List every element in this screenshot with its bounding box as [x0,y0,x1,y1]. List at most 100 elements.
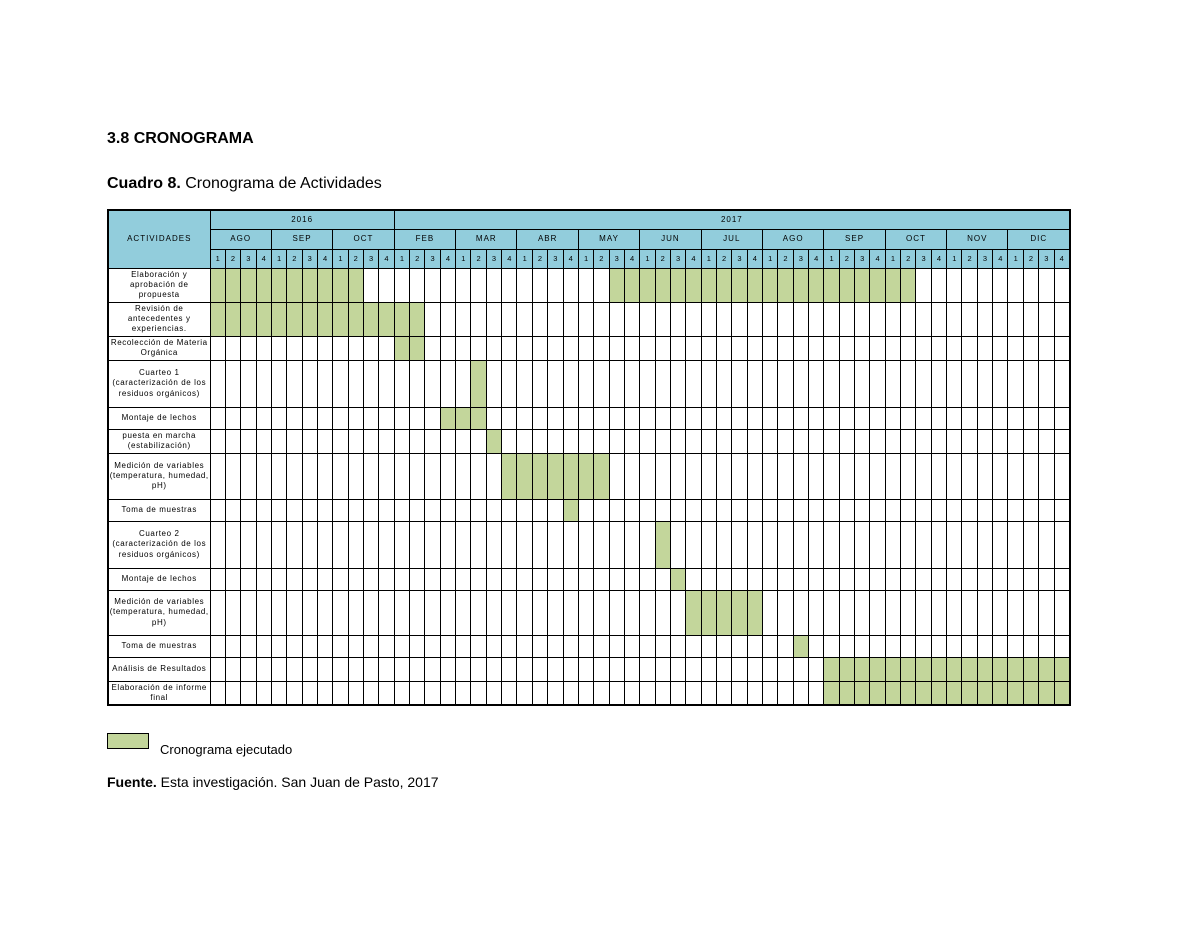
week-cell [884,498,902,522]
week-header: 3 [240,248,257,269]
executed-week-cell [639,267,656,303]
week-cell [915,267,932,303]
week-cell [746,428,763,454]
week-cell [623,498,641,522]
week-cell [470,428,487,454]
week-cell [608,634,625,658]
week-cell [792,335,810,361]
week-cell [792,406,810,430]
week-cell [270,656,288,682]
week-cell [1022,301,1040,337]
activity-row: Medición de variables (temperatura, hume… [107,589,1071,636]
week-cell [301,359,318,408]
week-cell [455,589,472,636]
week-header: 2 [900,248,917,269]
week-cell [946,634,963,658]
executed-week-cell [838,680,856,706]
source-text: Esta investigación. San Juan de Pasto, 2… [156,774,439,790]
week-cell [1053,520,1071,569]
week-cell [547,359,564,408]
week-cell [577,498,595,522]
executed-week-cell [992,680,1009,706]
week-cell [332,406,349,430]
week-cell [838,589,856,636]
week-header: 3 [976,248,994,269]
month-header: AGO [209,228,272,250]
week-header: 4 [623,248,641,269]
week-cell [255,498,272,522]
week-cell [362,267,380,303]
week-cell [501,335,518,361]
week-header: 1 [455,248,472,269]
week-header: 3 [485,248,503,269]
week-cell [455,428,472,454]
activity-name: Recolección de Materia Orgánica [107,335,211,361]
week-cell [685,520,702,569]
week-cell [838,498,856,522]
week-cell [669,452,687,500]
executed-week-cell [409,335,426,361]
week-cell [654,359,671,408]
week-header: 4 [501,248,518,269]
week-header: 4 [255,248,272,269]
week-cell [823,406,840,430]
week-cell [823,498,840,522]
week-header: 1 [393,248,411,269]
week-cell [639,335,656,361]
week-cell [715,359,733,408]
week-cell [224,335,242,361]
week-cell [547,567,564,591]
week-cell [976,634,994,658]
week-cell [823,567,840,591]
week-cell [240,634,257,658]
week-cell [562,656,579,682]
week-cell [838,520,856,569]
week-cell [255,656,272,682]
executed-week-cell [332,267,349,303]
week-cell [531,428,549,454]
week-cell [332,589,349,636]
week-cell [900,634,917,658]
week-cell [501,567,518,591]
week-cell [777,520,794,569]
week-cell [362,428,380,454]
week-cell [501,498,518,522]
year-header: 2017 [393,209,1071,230]
week-cell [316,634,334,658]
week-cell [378,567,395,591]
week-cell [854,359,871,408]
week-cell [731,498,748,522]
week-cell [332,335,349,361]
week-header: 4 [930,248,948,269]
week-cell [255,589,272,636]
executed-week-cell [593,452,610,500]
executed-week-cell [976,680,994,706]
week-cell [240,680,257,706]
week-cell [470,567,487,591]
week-cell [900,520,917,569]
executed-week-cell [1038,656,1055,682]
week-cell [854,406,871,430]
week-cell [332,567,349,591]
week-cell [455,656,472,682]
executed-week-cell [362,301,380,337]
week-cell [393,267,411,303]
week-cell [869,359,886,408]
week-header: 1 [332,248,349,269]
week-cell [255,680,272,706]
week-cell [715,567,733,591]
week-cell [270,452,288,500]
week-cell [608,656,625,682]
week-cell [516,428,533,454]
week-cell [1038,452,1055,500]
executed-week-cell [347,267,364,303]
week-cell [654,498,671,522]
executed-week-cell [808,267,825,303]
executed-week-cell [577,452,595,500]
week-cell [516,634,533,658]
week-cell [1022,589,1040,636]
week-cell [1007,359,1024,408]
week-cell [270,680,288,706]
week-cell [424,567,441,591]
week-cell [593,301,610,337]
